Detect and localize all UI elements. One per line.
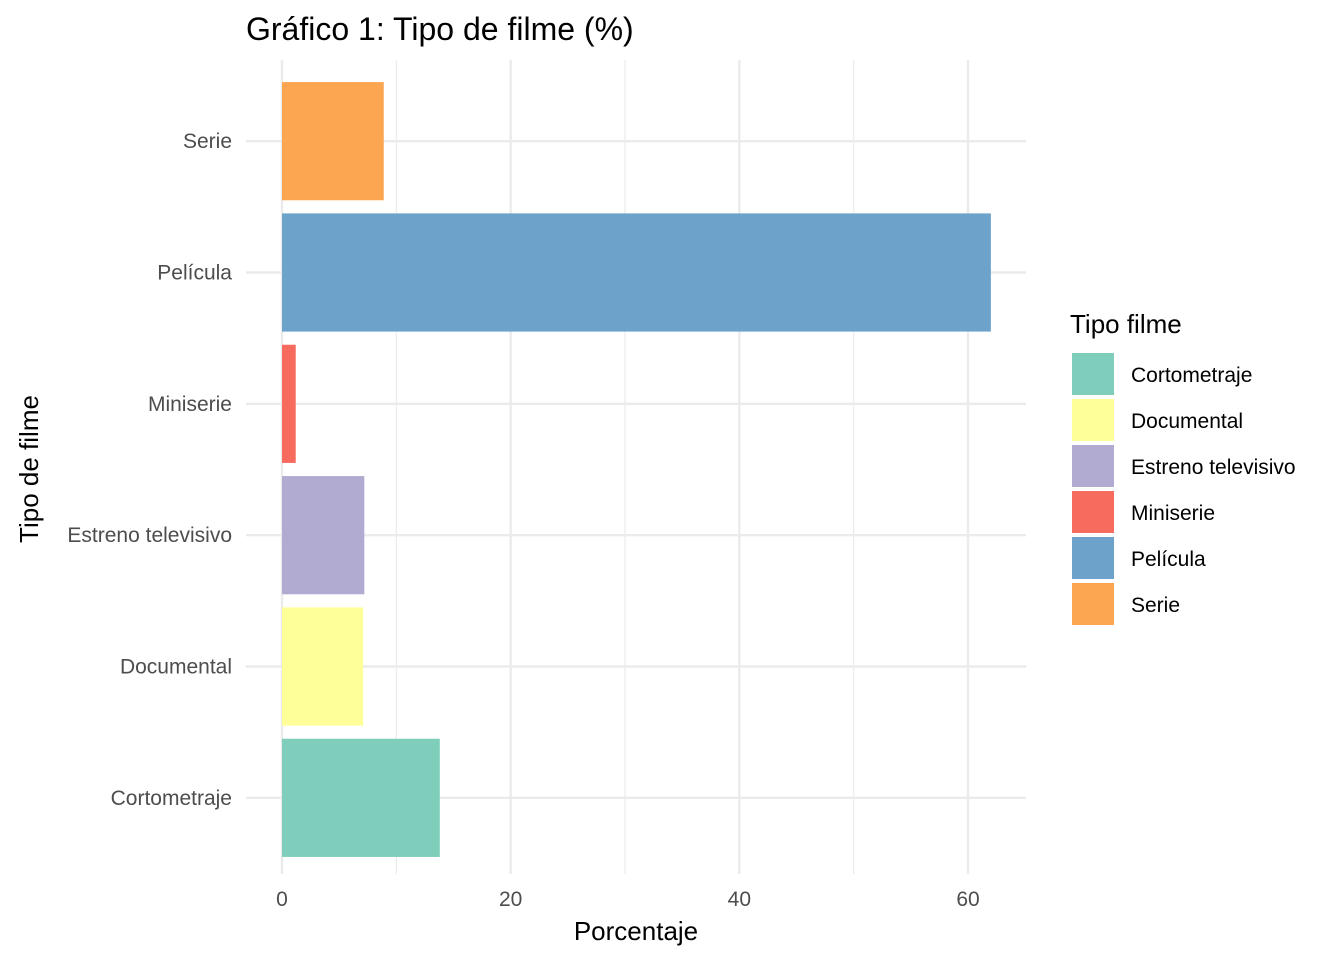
legend-label-cortometraje: Cortometraje — [1131, 364, 1252, 387]
legend-swatch-pelicula — [1072, 537, 1114, 579]
legend-items: Cortometraje Documental Estreno televisivo… — [1072, 353, 1296, 625]
y-axis-tick-labels: Cortometraje Documental Estreno televisivo… — [67, 130, 232, 810]
bar-documental — [282, 607, 364, 726]
legend-label-estreno-televisivo: Estreno televisivo — [1131, 456, 1296, 479]
y-axis-title: Tipo de filme — [14, 395, 44, 543]
bar-pelicula — [282, 213, 991, 332]
bar-serie — [282, 82, 384, 201]
y-tick-label-serie: Serie — [183, 130, 232, 153]
x-tick-label: 40 — [728, 888, 751, 911]
y-tick-label-cortometraje: Cortometraje — [111, 787, 232, 810]
legend-label-miniserie: Miniserie — [1131, 502, 1215, 525]
bar-estreno-televisivo — [282, 476, 365, 595]
y-tick-label-documental: Documental — [120, 656, 232, 679]
bar-miniserie — [282, 344, 296, 463]
y-tick-label-miniserie: Miniserie — [148, 393, 232, 416]
legend-swatch-cortometraje — [1072, 353, 1114, 395]
x-tick-label: 60 — [956, 888, 979, 911]
x-tick-label: 20 — [499, 888, 522, 911]
y-tick-label-estreno-televisivo: Estreno televisivo — [67, 524, 232, 547]
bars — [282, 82, 991, 857]
legend-swatch-serie — [1072, 583, 1114, 625]
legend-label-serie: Serie — [1131, 594, 1180, 617]
x-axis-title: Porcentaje — [574, 916, 698, 946]
legend-swatch-miniserie — [1072, 491, 1114, 533]
legend-title: Tipo filme — [1070, 309, 1182, 339]
chart-title: Gráfico 1: Tipo de filme (%) — [246, 11, 634, 47]
x-axis-tick-labels: 0 20 40 60 — [276, 888, 980, 911]
x-tick-label: 0 — [276, 888, 288, 911]
legend-swatch-estreno-televisivo — [1072, 445, 1114, 487]
legend-swatch-documental — [1072, 399, 1114, 441]
y-tick-label-pelicula: Película — [157, 262, 232, 285]
legend: Tipo filme Cortometraje Documental Estreno… — [1070, 309, 1296, 625]
legend-label-documental: Documental — [1131, 410, 1243, 433]
bar-cortometraje — [282, 738, 440, 857]
legend-label-pelicula: Película — [1131, 548, 1206, 571]
